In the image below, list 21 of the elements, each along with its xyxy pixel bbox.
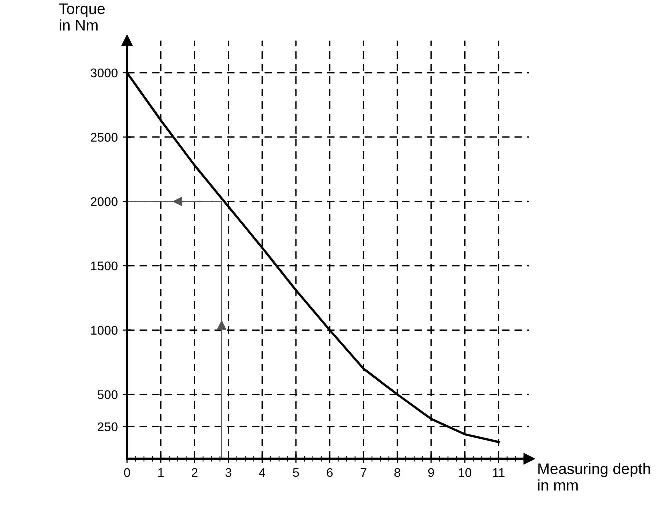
y-tick-label: 2500 bbox=[91, 133, 118, 142]
x-tick-label: 7 bbox=[360, 468, 367, 478]
y-tick-label: 2000 bbox=[91, 197, 118, 206]
y-tick-label: 1000 bbox=[91, 326, 118, 335]
x-tick-label: 8 bbox=[394, 468, 400, 478]
x-axis-title: Measuring depth in mm bbox=[538, 463, 650, 491]
x-tick-label: 10 bbox=[459, 468, 472, 478]
x-tick-label: 6 bbox=[327, 468, 333, 478]
x-tick-label: 5 bbox=[293, 468, 300, 478]
y-axis-title: Torque in Nm bbox=[59, 4, 105, 31]
x-tick-label: 0 bbox=[124, 468, 130, 478]
x-tick-label: 9 bbox=[428, 468, 434, 478]
y-tick-label: 1500 bbox=[91, 262, 118, 271]
y-tick-label: 250 bbox=[98, 422, 118, 432]
y-tick-label: 3000 bbox=[90, 68, 118, 78]
y-tick-label: 500 bbox=[98, 390, 118, 400]
x-tick-label: 3 bbox=[226, 468, 232, 478]
x-tick-label: 2 bbox=[192, 468, 198, 478]
x-tick-label: 11 bbox=[493, 468, 505, 478]
x-tick-label: 4 bbox=[259, 468, 266, 478]
x-tick-label: 1 bbox=[158, 468, 164, 478]
